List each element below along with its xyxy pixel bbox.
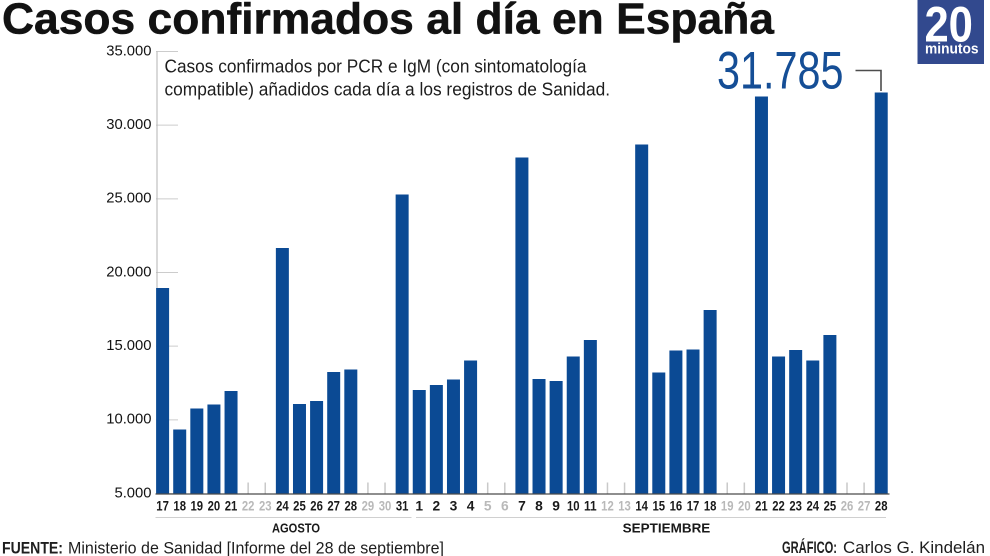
svg-text:26: 26 xyxy=(841,499,854,514)
svg-text:28: 28 xyxy=(345,499,358,514)
svg-text:18: 18 xyxy=(173,499,186,514)
svg-text:14: 14 xyxy=(635,499,648,514)
svg-text:6: 6 xyxy=(501,499,509,514)
svg-text:7: 7 xyxy=(518,499,526,514)
svg-text:25.000: 25.000 xyxy=(106,191,151,207)
svg-text:23: 23 xyxy=(259,499,272,514)
svg-text:21: 21 xyxy=(755,499,768,514)
svg-text:20.000: 20.000 xyxy=(106,264,151,280)
svg-text:Casos confirmados por PCR e Ig: Casos confirmados por PCR e IgM (con sin… xyxy=(165,56,588,77)
svg-text:22: 22 xyxy=(772,499,785,514)
svg-text:25: 25 xyxy=(824,499,837,514)
svg-text:Carlos G. Kindelán: Carlos G. Kindelán xyxy=(843,539,985,556)
svg-text:9: 9 xyxy=(552,499,560,514)
svg-text:15.000: 15.000 xyxy=(106,338,151,354)
svg-text:31.785: 31.785 xyxy=(717,42,844,101)
svg-text:24: 24 xyxy=(806,499,819,514)
svg-text:30: 30 xyxy=(379,499,392,514)
svg-text:18: 18 xyxy=(704,499,717,514)
svg-text:4: 4 xyxy=(467,499,475,514)
svg-text:26: 26 xyxy=(310,499,323,514)
svg-text:21: 21 xyxy=(225,499,238,514)
svg-text:10: 10 xyxy=(567,499,580,514)
svg-text:FUENTE:: FUENTE: xyxy=(2,540,63,556)
svg-text:30.000: 30.000 xyxy=(106,117,151,133)
svg-text:13: 13 xyxy=(618,499,631,514)
svg-text:SEPTIEMBRE: SEPTIEMBRE xyxy=(623,521,711,536)
svg-text:1: 1 xyxy=(415,499,423,514)
svg-text:20: 20 xyxy=(738,499,751,514)
svg-text:5: 5 xyxy=(484,499,492,514)
svg-text:11: 11 xyxy=(584,499,597,514)
svg-text:24: 24 xyxy=(276,499,289,514)
svg-text:19: 19 xyxy=(191,499,204,514)
svg-text:17: 17 xyxy=(687,499,700,514)
svg-text:22: 22 xyxy=(242,499,255,514)
svg-text:minutos: minutos xyxy=(925,40,979,57)
svg-text:15: 15 xyxy=(652,499,665,514)
svg-text:20: 20 xyxy=(208,499,221,514)
svg-text:29: 29 xyxy=(362,499,375,514)
svg-text:23: 23 xyxy=(789,499,802,514)
svg-text:20: 20 xyxy=(924,0,973,53)
svg-text:27: 27 xyxy=(327,499,340,514)
svg-text:31: 31 xyxy=(396,499,409,514)
svg-text:3: 3 xyxy=(450,499,458,514)
svg-text:12: 12 xyxy=(601,499,614,514)
svg-text:35.000: 35.000 xyxy=(106,43,151,59)
svg-text:19: 19 xyxy=(721,499,734,514)
svg-text:Ministerio de Sanidad [Informe: Ministerio de Sanidad [Informe del 28 de… xyxy=(68,540,444,556)
svg-text:2: 2 xyxy=(433,499,441,514)
svg-text:27: 27 xyxy=(858,499,871,514)
svg-text:10.000: 10.000 xyxy=(106,412,151,428)
svg-text:compatible) añadidos cada día: compatible) añadidos cada día a los regi… xyxy=(165,79,611,100)
svg-text:25: 25 xyxy=(293,499,306,514)
svg-text:16: 16 xyxy=(670,499,683,514)
svg-text:Casos confirmados al día en Es: Casos confirmados al día en España xyxy=(2,0,775,44)
svg-text:AGOSTO: AGOSTO xyxy=(272,521,320,536)
svg-text:GRÁFICO:: GRÁFICO: xyxy=(782,538,837,556)
svg-text:8: 8 xyxy=(535,499,543,514)
svg-text:5.000: 5.000 xyxy=(114,485,151,501)
svg-text:17: 17 xyxy=(156,499,169,514)
svg-text:28: 28 xyxy=(875,499,888,514)
